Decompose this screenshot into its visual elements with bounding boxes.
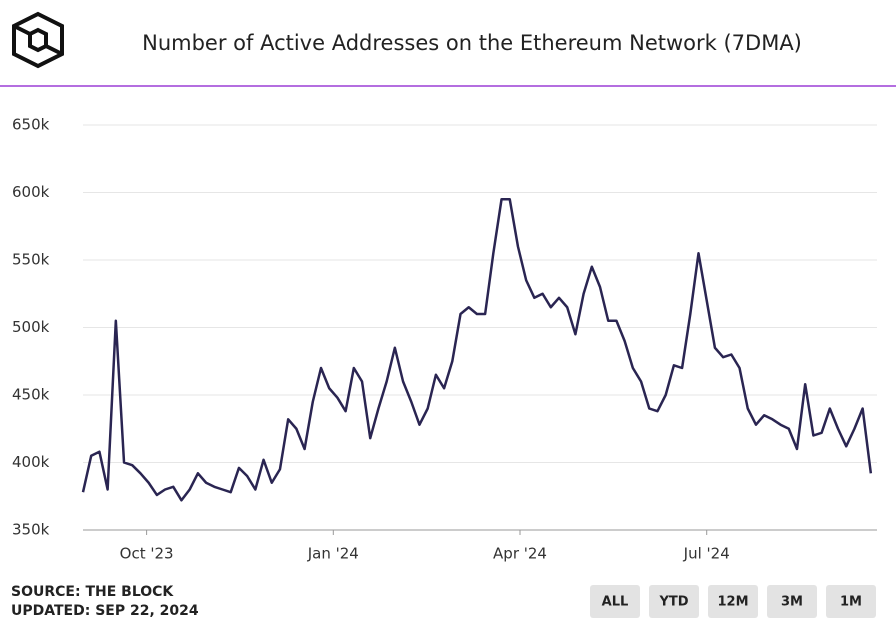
data-line [81,198,873,502]
button-label[interactable]: 1M [840,595,862,610]
range-button[interactable]: 3M [767,585,817,618]
chart-title: Number of Active Addresses on the Ethere… [142,31,802,55]
button-label[interactable]: 3M [781,595,803,610]
logo [12,11,64,69]
button-bg [708,585,758,618]
range-button[interactable]: 1M [826,585,876,618]
button-bg [649,585,699,618]
button-label[interactable]: ALL [602,595,629,610]
y-tick-label: 400k [12,453,50,471]
y-tick-label: 650k [12,116,50,134]
button-bg [826,585,876,618]
source: SOURCE: THE BLOCK [11,584,174,600]
x-tick-label: Jan '24 [307,545,359,563]
y-tick-label: 500k [12,318,50,336]
button-bg [767,585,817,618]
y-tick-label: 550k [12,251,50,269]
range-button[interactable]: YTD [649,585,699,618]
button-label[interactable]: 12M [717,595,748,610]
y-tick-label: 450k [12,386,50,404]
updated: UPDATED: SEP 22, 2024 [11,603,199,619]
y-tick-label: 600k [12,183,50,201]
x-tick-label: Apr '24 [493,545,547,563]
range-button[interactable]: 12M [708,585,758,618]
x-tick-label: Jul '24 [683,545,730,563]
y-tick-label: 350k [12,521,50,539]
x-tick-label: Oct '23 [120,545,174,563]
range-button[interactable]: ALL [590,585,640,618]
button-bg [590,585,640,618]
button-label[interactable]: YTD [658,595,688,610]
